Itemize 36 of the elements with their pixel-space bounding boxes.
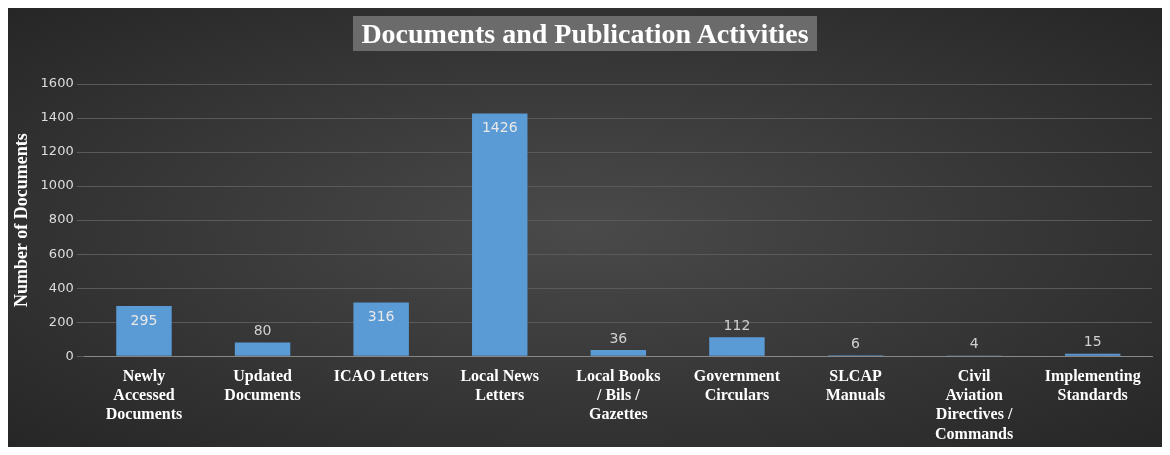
y-axis-title: Number of Documents bbox=[11, 133, 32, 307]
x-tick-label: Government Circulars bbox=[693, 366, 781, 404]
y-tick-label: 1600 bbox=[40, 75, 74, 91]
y-tick-label: 800 bbox=[48, 211, 74, 227]
bar bbox=[1064, 353, 1121, 356]
data-label: 4 bbox=[969, 335, 979, 352]
x-tick-label: Civil Aviation Directives / Commands bbox=[935, 366, 1014, 442]
data-label: 112 bbox=[723, 316, 751, 333]
y-tick-label: 1000 bbox=[40, 177, 74, 193]
data-label: 295 bbox=[130, 311, 158, 328]
x-tick-label: Local News Letters bbox=[460, 366, 540, 404]
data-label: 6 bbox=[851, 334, 861, 351]
y-tick-label: 0 bbox=[65, 347, 74, 363]
bar bbox=[709, 337, 765, 356]
data-label: 36 bbox=[609, 329, 628, 346]
bar bbox=[353, 302, 409, 356]
x-tick-label: Newly Accessed Documents bbox=[105, 366, 183, 423]
chart-title: Documents and Publication Activities bbox=[353, 16, 817, 51]
bar bbox=[472, 113, 528, 356]
data-label: 1426 bbox=[481, 119, 518, 136]
bar bbox=[234, 342, 291, 356]
x-tick-label: Implementing Standards bbox=[1044, 366, 1141, 404]
x-tick-label: ICAO Letters bbox=[333, 366, 429, 384]
y-tick-label: 200 bbox=[48, 313, 74, 329]
bar bbox=[590, 350, 647, 356]
x-tick-label: Local Books / Bils / Gazettes bbox=[576, 366, 661, 423]
y-tick-label: 1200 bbox=[40, 143, 74, 159]
y-tick-label: 600 bbox=[48, 245, 74, 261]
data-label: 15 bbox=[1083, 333, 1102, 350]
y-tick-label: 400 bbox=[48, 279, 74, 295]
x-tick-label: Updated Documents bbox=[224, 366, 301, 404]
x-tick-label: SLCAP Manuals bbox=[825, 366, 886, 404]
data-label: 80 bbox=[253, 322, 272, 339]
bar bbox=[116, 306, 172, 356]
data-label: 316 bbox=[367, 308, 395, 325]
y-tick-label: 1400 bbox=[40, 109, 74, 125]
